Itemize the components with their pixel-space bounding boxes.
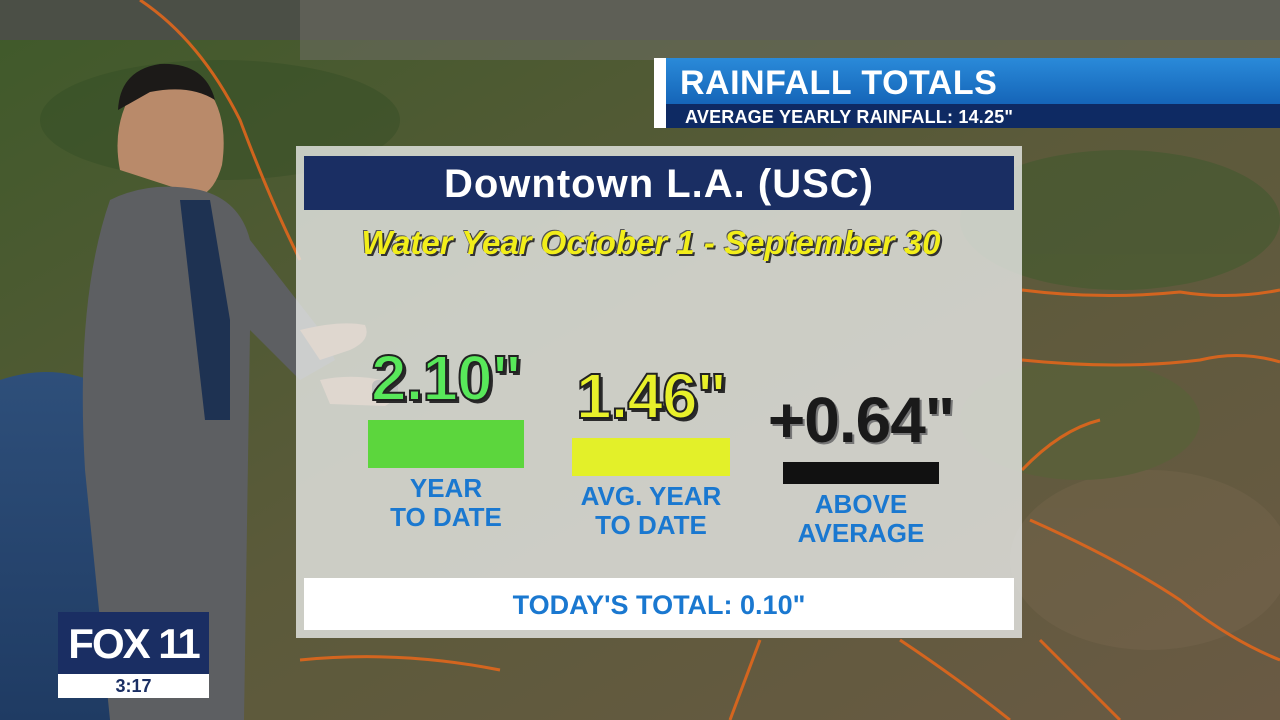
stat-value: 2.10" xyxy=(370,342,523,414)
rainfall-header: RAINFALL TOTALS AVERAGE YEARLY RAINFALL:… xyxy=(654,58,1280,128)
header-subtitle-box: AVERAGE YEARLY RAINFALL: 14.25" xyxy=(666,104,1280,128)
board-title-bar: Downtown L.A. (USC) xyxy=(304,156,1014,210)
stat-label-line1: YEAR xyxy=(409,473,483,503)
clock-box: 3:17 xyxy=(58,674,209,698)
stat-label-line2: AVERAGE xyxy=(797,518,925,548)
stat-value: 1.46" xyxy=(575,360,728,432)
stat-label-line1: ABOVE xyxy=(814,489,908,519)
today-total-strip: TODAY'S TOTAL: 0.10" xyxy=(304,578,1014,630)
stat-swatch xyxy=(368,420,524,468)
header-title: RAINFALL TOTALS xyxy=(680,64,998,102)
stat-swatch xyxy=(783,462,939,484)
stat-label-line1: AVG. YEAR xyxy=(580,481,722,511)
location-title: Downtown L.A. (USC) xyxy=(443,162,875,206)
stat-label: YEAR TO DATE xyxy=(360,474,532,532)
stat-label-line2: TO DATE xyxy=(595,510,707,540)
stat-swatch xyxy=(572,438,730,476)
stat-value: +0.64" xyxy=(767,384,955,456)
header-title-box: RAINFALL TOTALS xyxy=(666,58,1280,104)
stat-label-line2: TO DATE xyxy=(390,502,502,532)
station-logo: FOX 11 xyxy=(68,620,200,667)
stat-avg-year-to-date: 1.46" AVG. YEAR TO DATE xyxy=(562,360,740,540)
today-total: TODAY'S TOTAL: 0.10" xyxy=(512,590,806,620)
stat-year-to-date: 2.10" YEAR TO DATE xyxy=(360,342,532,532)
clock-time: 3:17 xyxy=(115,676,152,696)
header-subtitle: AVERAGE YEARLY RAINFALL: 14.25" xyxy=(685,107,1014,127)
stat-above-average: +0.64" ABOVE AVERAGE xyxy=(760,388,962,548)
header-accent-bar xyxy=(654,58,666,128)
water-year-caption: Water Year October 1 - September 30 xyxy=(361,224,941,261)
stat-label: AVG. YEAR TO DATE xyxy=(562,482,740,540)
stat-label: ABOVE AVERAGE xyxy=(760,490,962,548)
station-bug: FOX 11 3:17 xyxy=(58,612,209,698)
station-logo-box: FOX 11 xyxy=(58,612,209,674)
rainfall-board: Downtown L.A. (USC) Water Year October 1… xyxy=(296,146,1022,638)
